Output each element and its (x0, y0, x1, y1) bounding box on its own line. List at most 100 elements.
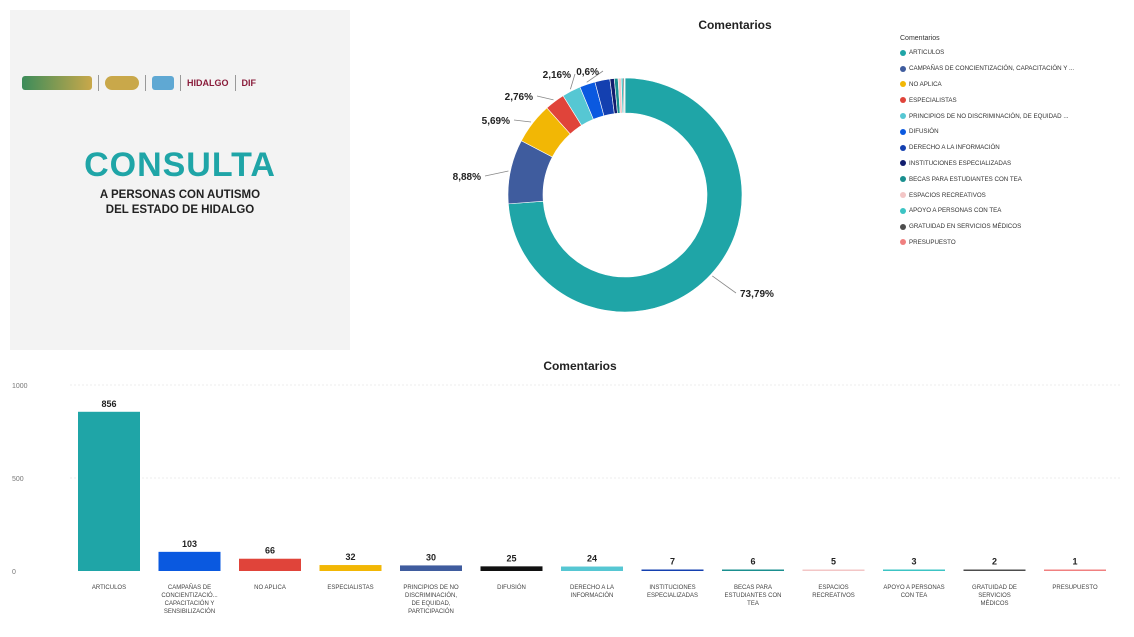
bar-value-label: 2 (992, 557, 997, 567)
x-tick-label: PRINCIPIOS DE NO DISCRIMINACIÓN, DE EQUIDA… (403, 585, 459, 615)
donut-data-label: 0,6% (576, 67, 599, 78)
bar[interactable] (802, 569, 865, 572)
bar-value-label: 32 (345, 552, 355, 562)
legend-item[interactable]: INSTITUCIONES ESPECIALIZADAS (900, 156, 1125, 172)
bar-value-label: 66 (265, 546, 275, 556)
institution-logo (152, 76, 174, 90)
cover-panel: HIDALGO DIF CONSULTA A PERSONAS CON AUTI… (10, 10, 350, 350)
hidalgo-logo: HIDALGO (187, 78, 229, 88)
consulta-subtitle-line-1: A PERSONAS CON AUTISMO (99, 189, 261, 201)
donut-data-label: 2,76% (505, 92, 533, 103)
legend-label: NO APLICA (909, 80, 942, 88)
bar[interactable] (641, 569, 704, 572)
donut-leader-line (513, 119, 532, 123)
legend-item[interactable]: ARTICULOS (900, 45, 1125, 61)
donut-chart: 73,79% 8,88% 5,69% 2,76% 2,16% 0,6% (453, 67, 774, 313)
bar[interactable] (561, 566, 623, 571)
donut-legend: Comentarios ARTICULOS CAMPAÑAS DE CONCIEN… (900, 35, 1125, 250)
x-tick-label: CAMPAÑAS DE CONCIENTIZACIÓ... CAPACITACIÓN… (161, 584, 218, 615)
legend-label: ESPACIOS RECREATIVOS (909, 191, 986, 199)
x-tick-label: NO APLICA (254, 585, 286, 591)
logo-divider (145, 75, 146, 91)
legend-item[interactable]: PRESUPUESTO (900, 235, 1125, 251)
donut-leader-line (536, 95, 554, 101)
logo-divider (234, 75, 236, 91)
x-tick-label: PRESUPUESTO (1052, 585, 1098, 591)
x-tick-label: DIFUSIÓN (497, 584, 526, 591)
seal-logo (105, 76, 139, 90)
bar-chart: 0 500 1000 856 ARTICULOS 103 CAMPAÑAS DE CONCIE… (12, 383, 1120, 615)
legend-marker (900, 113, 906, 120)
legend-marker (900, 128, 906, 135)
y-tick-label: 500 (12, 476, 24, 483)
bar-value-label: 856 (101, 399, 116, 409)
legend-marker (900, 97, 906, 104)
legend-label: ARTICULOS (909, 49, 945, 57)
legend-marker (900, 192, 906, 199)
legend-label: CAMPAÑAS DE CONCIENTIZACIÓN, CAPACITACIÓ… (909, 65, 1075, 73)
x-tick-label: INSTITUCIONES ESPECIALIZADAS (647, 585, 698, 599)
legend-item[interactable]: PRINCIPIOS DE NO DISCRIMINACIÓN, DE EQUI… (900, 108, 1125, 124)
bar[interactable] (158, 551, 221, 571)
legend-item[interactable]: CAMPAÑAS DE CONCIENTIZACIÓN, CAPACITACIÓ… (900, 61, 1125, 77)
legend-item[interactable]: DIFUSIÓN (900, 124, 1125, 140)
donut-slice (508, 77, 743, 313)
bar[interactable] (239, 558, 301, 571)
bar-value-label: 6 (750, 557, 755, 567)
x-tick-label: ESPECIALISTAS (327, 585, 373, 591)
legend-marker (900, 160, 906, 167)
logo-strip: HIDALGO DIF (22, 68, 342, 98)
bar[interactable] (883, 569, 945, 572)
x-tick-label: GRATUIDAD DE SERVICIOS MÉDICOS (972, 585, 1017, 607)
legend-marker (900, 223, 906, 230)
y-tick-label: 1000 (12, 383, 28, 390)
bar-value-label: 24 (587, 554, 597, 564)
legend-label: DERECHO A LA INFORMACIÓN (909, 144, 1000, 152)
donut-data-label: 5,69% (482, 116, 510, 127)
bar[interactable] (319, 565, 382, 571)
government-logo (22, 76, 92, 90)
legend-label: INSTITUCIONES ESPECIALIZADAS (909, 159, 1012, 167)
legend-label: DIFUSIÓN (909, 128, 939, 136)
donut-data-label: 8,88% (453, 172, 481, 183)
x-tick-label: ARTICULOS (92, 585, 126, 591)
legend-item[interactable]: DERECHO A LA INFORMACIÓN (900, 140, 1125, 156)
legend-item[interactable]: ESPACIOS RECREATIVOS (900, 187, 1125, 203)
bar[interactable] (400, 565, 462, 571)
bar[interactable] (480, 566, 543, 571)
legend-item[interactable]: BECAS PARA ESTUDIANTES CON TEA (900, 171, 1125, 187)
legend-marker (900, 81, 906, 88)
donut-slice (624, 77, 626, 114)
donut-data-label: 2,16% (543, 70, 571, 81)
x-tick-label: BECAS PARA ESTUDIANTES CON TEA (724, 585, 781, 607)
bar-value-label: 7 (670, 557, 675, 567)
bar-value-label: 5 (831, 557, 836, 567)
bar-value-label: 25 (506, 553, 516, 563)
legend-item[interactable]: APOYO A PERSONAS CON TEA (900, 203, 1125, 219)
legend-label: PRESUPUESTO (909, 238, 956, 246)
donut-chart-panel: Comentarios 73,79% 8,88% 5,69% 2,76% 2,16% 0,… (355, 10, 1134, 350)
x-tick-label: APOYO A PERSONAS CON TEA (883, 585, 944, 599)
bar-chart-panel: Comentarios 0 500 1000 856 ARTICULOS 103 CAMPA… (10, 355, 1134, 637)
consulta-subtitle: A PERSONAS CON AUTISMO DEL ESTADO DE HID… (10, 188, 350, 218)
logo-divider (98, 75, 99, 91)
legend-item[interactable]: GRATUIDAD EN SERVICIOS MÉDICOS (900, 219, 1125, 235)
legend-title: Comentarios (900, 35, 940, 42)
legend-label: BECAS PARA ESTUDIANTES CON TEA (909, 175, 1022, 183)
y-tick-label: 0 (12, 569, 16, 576)
legend-label: PRINCIPIOS DE NO DISCRIMINACIÓN, DE EQUI… (909, 112, 1069, 120)
legend-marker (900, 239, 906, 246)
legend-marker (900, 176, 906, 183)
donut-leader-line (570, 73, 576, 90)
bar-value-label: 1 (1072, 557, 1077, 567)
bar-value-label: 103 (182, 539, 197, 549)
bar[interactable] (1044, 569, 1106, 572)
legend-item[interactable]: NO APLICA (900, 77, 1125, 93)
bar[interactable] (963, 569, 1026, 572)
bar[interactable] (722, 569, 784, 572)
legend-item[interactable]: ESPECIALISTAS (900, 92, 1125, 108)
legend-marker (900, 144, 906, 151)
legend-marker (900, 49, 906, 56)
consulta-subtitle-line-2: DEL ESTADO DE HIDALGO (105, 204, 255, 216)
bar[interactable] (78, 411, 140, 571)
